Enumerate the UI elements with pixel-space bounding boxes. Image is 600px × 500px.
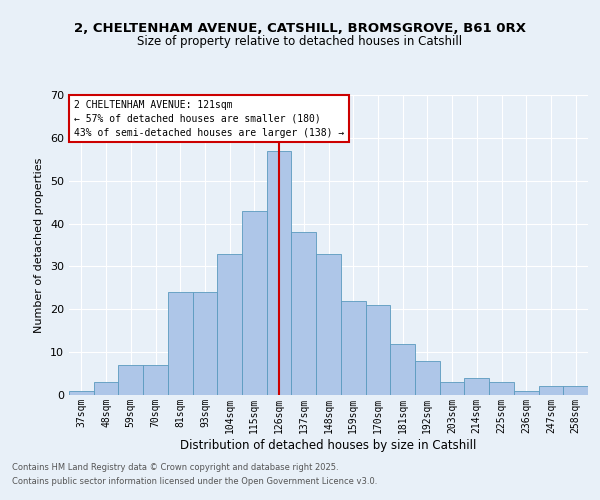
Text: 2, CHELTENHAM AVENUE, CATSHILL, BROMSGROVE, B61 0RX: 2, CHELTENHAM AVENUE, CATSHILL, BROMSGRO…: [74, 22, 526, 36]
Bar: [563, 386, 588, 395]
Bar: [242, 210, 267, 395]
Y-axis label: Number of detached properties: Number of detached properties: [34, 158, 44, 332]
Bar: [365, 305, 390, 395]
Bar: [217, 254, 242, 395]
Bar: [118, 365, 143, 395]
X-axis label: Distribution of detached houses by size in Catshill: Distribution of detached houses by size …: [181, 438, 476, 452]
Bar: [267, 150, 292, 395]
Text: Contains HM Land Registry data © Crown copyright and database right 2025.: Contains HM Land Registry data © Crown c…: [12, 464, 338, 472]
Bar: [143, 365, 168, 395]
Bar: [464, 378, 489, 395]
Bar: [69, 390, 94, 395]
Bar: [193, 292, 217, 395]
Text: Contains public sector information licensed under the Open Government Licence v3: Contains public sector information licen…: [12, 477, 377, 486]
Bar: [94, 382, 118, 395]
Bar: [415, 360, 440, 395]
Bar: [390, 344, 415, 395]
Text: 2 CHELTENHAM AVENUE: 121sqm
← 57% of detached houses are smaller (180)
43% of se: 2 CHELTENHAM AVENUE: 121sqm ← 57% of det…: [74, 100, 344, 138]
Bar: [168, 292, 193, 395]
Bar: [514, 390, 539, 395]
Bar: [489, 382, 514, 395]
Bar: [316, 254, 341, 395]
Bar: [440, 382, 464, 395]
Bar: [539, 386, 563, 395]
Bar: [292, 232, 316, 395]
Text: Size of property relative to detached houses in Catshill: Size of property relative to detached ho…: [137, 35, 463, 48]
Bar: [341, 300, 365, 395]
